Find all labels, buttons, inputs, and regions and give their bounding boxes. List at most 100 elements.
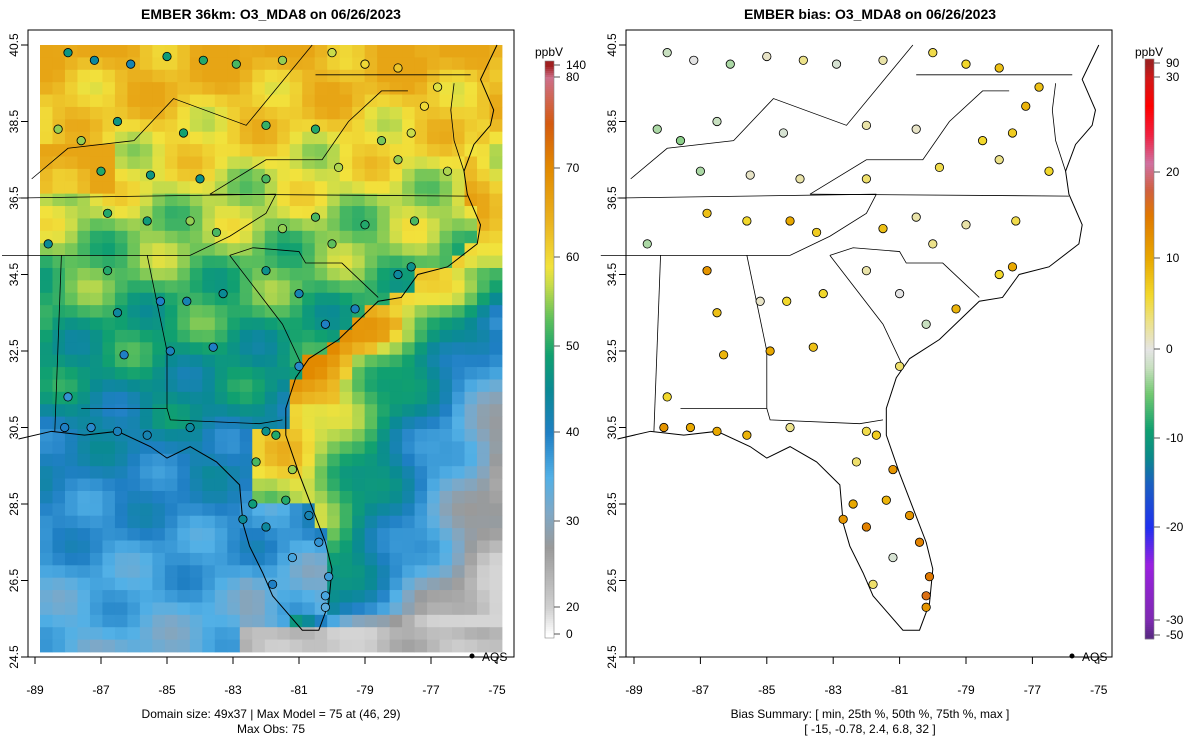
grid-cell <box>64 292 78 306</box>
grid-cell <box>239 429 253 442</box>
grid-cell <box>139 131 153 145</box>
grid-cell <box>139 45 153 58</box>
grid-cell <box>302 243 316 256</box>
grid-cell <box>102 466 116 479</box>
bias-marker <box>977 136 988 146</box>
station-marker <box>294 361 304 371</box>
colorbar-segment <box>545 431 554 434</box>
grid-cell <box>77 503 91 517</box>
grid-cell <box>277 639 291 653</box>
bias-marker <box>712 116 722 127</box>
colorbar-segment <box>1145 207 1154 210</box>
colorbar-segment <box>1145 405 1154 408</box>
grid-cell <box>252 317 266 331</box>
grid-cell <box>177 280 191 294</box>
grid-cell <box>177 528 191 541</box>
colorbar-segment <box>1145 227 1154 230</box>
grid-cell <box>164 528 178 541</box>
grid-cell <box>314 478 328 492</box>
colorbar-segment <box>1145 351 1154 354</box>
grid-cell <box>102 453 116 467</box>
left-footer-line2: Max Obs: 75 <box>237 722 305 736</box>
colorbar-segment <box>545 301 554 304</box>
grid-cell <box>177 540 191 554</box>
grid-cell <box>464 367 478 380</box>
grid-cell <box>127 181 141 195</box>
grid-cell <box>252 292 266 306</box>
grid-cell <box>464 453 478 467</box>
colorbar-segment <box>1145 349 1154 352</box>
bias-marker <box>1021 101 1031 111</box>
bias-marker <box>868 579 878 589</box>
bias-marker <box>755 296 765 306</box>
grid-cell <box>227 602 241 616</box>
grid-cell <box>389 478 403 492</box>
grid-cell <box>302 94 316 108</box>
grid-cell <box>52 193 66 207</box>
bias-marker <box>911 212 921 222</box>
colorbar-segment <box>545 117 554 120</box>
grid-cell <box>214 590 228 603</box>
grid-cell <box>40 82 53 95</box>
grid-cell <box>114 490 128 504</box>
grid-cell <box>77 441 91 455</box>
colorbar-segment <box>545 195 554 198</box>
grid-cell <box>352 515 366 529</box>
grid-cell <box>364 528 378 541</box>
colorbar-segment <box>545 415 554 418</box>
grid-cell <box>152 94 166 108</box>
grid-cell <box>227 168 241 182</box>
grid-cell <box>339 453 353 467</box>
grid-cell <box>439 292 453 306</box>
grid-cell <box>214 577 228 591</box>
grid-cell <box>102 540 116 554</box>
grid-cell <box>377 416 391 430</box>
colorbar-segment <box>1145 327 1154 330</box>
grid-cell <box>414 429 428 442</box>
colorbar-segment <box>545 423 554 426</box>
station-markers <box>43 48 453 612</box>
grid-cell <box>114 639 128 653</box>
grid-cell <box>339 639 353 653</box>
colorbar-segment <box>545 163 554 166</box>
grid-cell <box>364 503 378 517</box>
grid-cell <box>489 503 503 517</box>
grid-cell <box>414 144 428 157</box>
grid-cell <box>377 144 391 157</box>
colorbar-segment <box>545 203 554 206</box>
grid-cell <box>114 255 128 269</box>
grid-cell <box>114 206 128 219</box>
grid-cell <box>227 267 241 281</box>
grid-cell <box>40 57 53 71</box>
grid-cell <box>452 391 465 405</box>
colorbar-segment <box>545 347 554 350</box>
station-marker <box>142 216 152 226</box>
grid-cell <box>377 292 391 306</box>
grid-cell <box>339 94 353 108</box>
grid-cell <box>127 206 141 219</box>
grid-cell <box>77 478 91 492</box>
grid-cell <box>464 577 478 591</box>
grid-cell <box>52 614 66 628</box>
grid-cell <box>114 627 128 641</box>
colorbar-segment <box>545 421 554 424</box>
colorbar-segment <box>545 383 554 386</box>
grid-cell <box>227 490 241 504</box>
grid-cell <box>264 218 278 232</box>
station-marker <box>261 426 271 436</box>
grid-cell <box>402 404 415 418</box>
grid-cell <box>452 45 465 58</box>
colorbar-segment <box>1145 141 1154 144</box>
grid-cell <box>464 267 478 281</box>
grid-cell <box>164 280 178 294</box>
grid-cell <box>302 57 316 71</box>
colorbar-segment <box>1145 423 1154 426</box>
colorbar-segment <box>545 239 554 242</box>
grid-cell <box>152 230 166 244</box>
grid-cell <box>252 627 266 641</box>
colorbar-segment <box>545 505 554 508</box>
grid-cell <box>102 577 116 591</box>
colorbar-segment <box>1145 283 1154 286</box>
grid-cell <box>64 441 78 455</box>
grid-cell <box>339 106 353 120</box>
